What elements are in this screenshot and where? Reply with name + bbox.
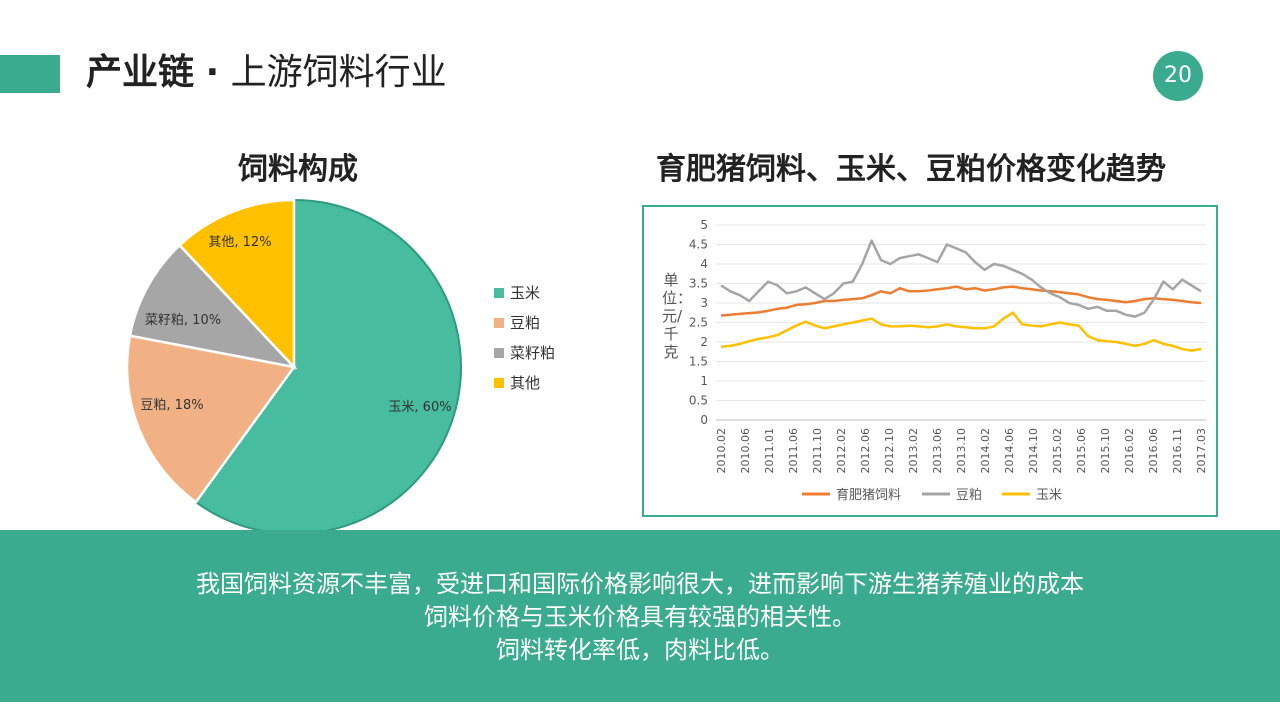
- pie-slice: [125, 334, 297, 504]
- y-tick-label: 5: [700, 218, 708, 232]
- x-tick-label: 2011.10: [811, 428, 824, 474]
- y-tick-label: 3: [700, 296, 708, 310]
- legend-item-soymeal: 豆粕: [494, 314, 560, 332]
- pie-chart: 玉米, 60% 豆粕, 18% 菜籽粕, 10% 其他, 12%: [125, 198, 462, 535]
- x-tick-label: 2016.11: [1171, 428, 1184, 474]
- summary-line-2: 饲料价格与玉米价格具有较强的相关性。: [424, 603, 856, 631]
- pie-slice: [128, 243, 298, 369]
- title-bold: 产业链: [86, 52, 195, 93]
- summary-line-3: 饲料转化率低，肉料比低。: [496, 636, 784, 664]
- pie-legend: 玉米 豆粕 菜籽粕 其他: [494, 284, 560, 404]
- summary-band: 我国饲料资源不丰富，受进口和国际价格影响很大，进而影响下游生猪养殖业的成本 饲料…: [0, 530, 1280, 702]
- series-line: [720, 311, 1202, 352]
- x-tick-label: 2012.02: [835, 428, 848, 474]
- title-rest: 上游饲料行业: [230, 52, 447, 93]
- x-tick-label: 2010.02: [715, 428, 728, 474]
- legend-swatch-corn: [494, 288, 504, 298]
- legend-item-other: 其他: [494, 374, 560, 392]
- line-chart-heading: 育肥猪饲料、玉米、豆粕价格变化趋势: [656, 152, 1166, 187]
- header-accent-bar: [0, 55, 60, 93]
- legend-label: 豆粕: [956, 488, 982, 503]
- legend-label: 玉米: [1036, 488, 1062, 503]
- x-tick-label: 2012.06: [859, 428, 872, 474]
- x-tick-label: 2016.06: [1147, 428, 1160, 474]
- legend-item-rapeseed: 菜籽粕: [494, 344, 560, 362]
- x-tick-label: 2014.06: [1003, 428, 1016, 474]
- page-number-badge: 20: [1153, 51, 1203, 101]
- x-tick-label: 2014.10: [1027, 428, 1040, 474]
- pie-data-label: 其他, 12%: [208, 235, 271, 250]
- y-tick-label: 1: [700, 374, 708, 388]
- x-tick-label: 2015.06: [1075, 428, 1088, 474]
- y-tick-label: 4.5: [689, 238, 708, 252]
- x-tick-label: 2011.06: [787, 428, 800, 474]
- x-tick-label: 2016.02: [1123, 428, 1136, 474]
- x-tick-label: 2011.01: [763, 428, 776, 474]
- legend-label: 育肥猪饲料: [836, 487, 901, 503]
- x-tick-label: 2015.02: [1051, 428, 1064, 474]
- y-tick-label: 2.5: [689, 316, 708, 330]
- pie-slice: [177, 198, 296, 371]
- x-tick-label: 2012.10: [883, 428, 896, 474]
- series-line: [720, 285, 1202, 317]
- pie-data-label: 玉米, 60%: [388, 400, 451, 415]
- x-tick-label: 2017.03: [1195, 428, 1208, 474]
- y-axis-label: 单位：元/千克: [662, 271, 693, 361]
- x-tick-label: 2010.06: [739, 428, 752, 474]
- legend-swatch-rapeseed: [494, 348, 504, 358]
- x-tick-label: 2013.06: [931, 428, 944, 474]
- pie-chart-heading: 饲料构成: [238, 152, 358, 187]
- legend-label: 豆粕: [510, 314, 541, 332]
- x-tick-label: 2014.02: [979, 428, 992, 474]
- x-tick-label: 2015.10: [1099, 428, 1112, 474]
- legend-swatch-soymeal: [494, 318, 504, 328]
- legend-item-corn: 玉米: [494, 284, 560, 302]
- y-tick-label: 3.5: [689, 277, 708, 291]
- summary-line-1: 我国饲料资源不丰富，受进口和国际价格影响很大，进而影响下游生猪养殖业的成本: [196, 570, 1084, 598]
- series-line: [720, 239, 1202, 318]
- pie-data-label: 豆粕, 18%: [140, 398, 203, 413]
- x-tick-label: 2013.02: [907, 428, 920, 474]
- legend-swatch-other: [494, 378, 504, 388]
- legend-label: 玉米: [510, 284, 541, 302]
- x-tick-label: 2013.10: [955, 428, 968, 474]
- title-separator: ·: [205, 52, 220, 93]
- pie-data-label: 菜籽粕, 10%: [145, 313, 221, 328]
- page-title: 产业链 · 上游饲料行业: [86, 48, 447, 98]
- y-tick-label: 4: [700, 257, 708, 271]
- y-tick-label: 0: [700, 413, 708, 427]
- y-tick-label: 0.5: [689, 394, 708, 408]
- y-tick-label: 2: [700, 335, 708, 349]
- line-chart-frame: 0 0.5 1 1.5 2 2.5 3 3.5 4 4.5 5 2010.02 2010.06 2011.…: [642, 205, 1218, 517]
- line-chart: 0 0.5 1 1.5 2 2.5 3 3.5 4 4.5 5 2010.02 2010.06 2011.…: [689, 218, 1208, 503]
- y-tick-label: 1.5: [689, 355, 708, 369]
- legend-label: 菜籽粕: [510, 344, 556, 362]
- legend-label: 其他: [510, 374, 541, 392]
